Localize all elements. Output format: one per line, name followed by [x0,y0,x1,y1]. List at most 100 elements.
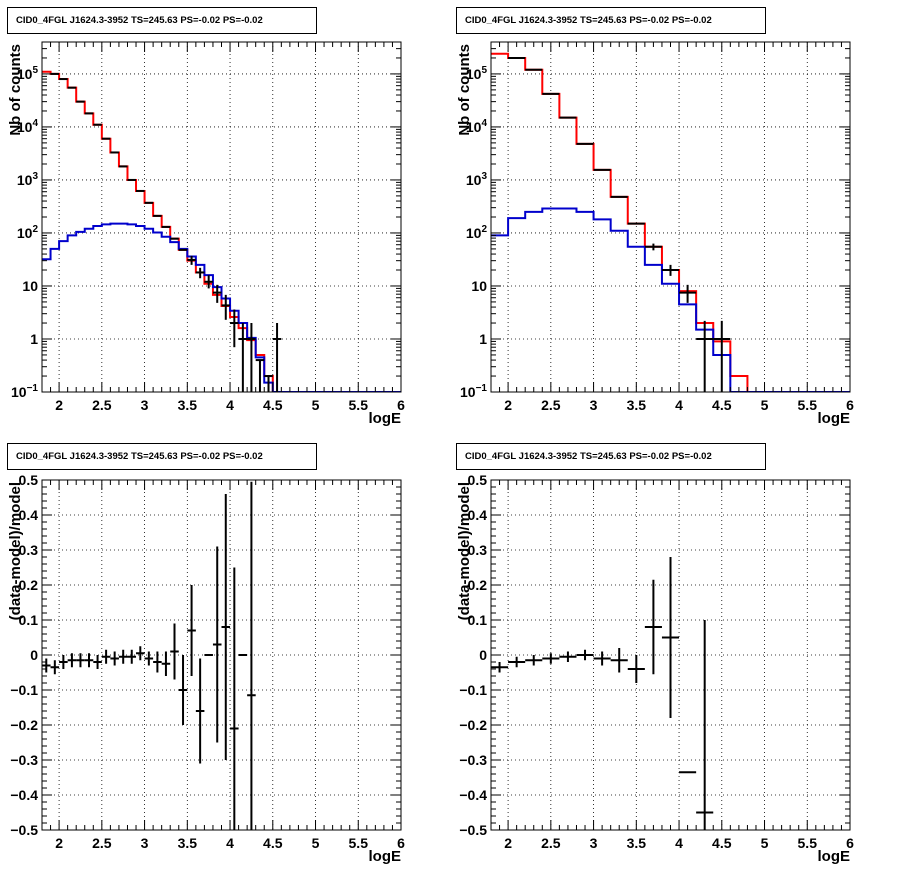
data-point [42,658,51,673]
data-point [212,284,222,303]
y-tick-label: 102 [466,224,488,241]
panel-title-bottom-left: CID0_4FGL J1624.3-3952 TS=245.63 PS=-0.0… [7,443,317,470]
data-point [491,662,509,673]
x-tick-label: 2.5 [92,397,112,413]
data-point [170,623,179,680]
x-tick-label: 5 [312,397,320,413]
x-tick-label: 5.5 [349,397,369,413]
panel-title-top-right: CID0_4FGL J1624.3-3952 TS=245.63 PS=-0.0… [456,7,766,34]
y-tick-label: 0.2 [468,577,488,593]
data-point [127,649,137,664]
plot-area [491,42,850,392]
x-tick-label: 6 [397,835,405,851]
y-tick-label: −0.4 [459,787,487,803]
data-point [679,284,697,303]
plot-area [42,480,401,830]
data-point [644,243,662,251]
x-tick-label: 3.5 [178,397,198,413]
data-point [593,651,611,666]
data-point [153,651,162,673]
data-point [264,375,273,392]
data-point [212,546,222,743]
x-tick-label: 2 [504,397,512,413]
data-point [144,651,154,666]
y-tick-label: 1 [479,331,487,347]
x-tick-label: 2 [55,835,63,851]
y-tick-label: 103 [17,171,39,188]
y-tick-label: 103 [466,171,488,188]
y-tick-label: 0 [30,647,38,663]
panel-title-top-left: CID0_4FGL J1624.3-3952 TS=245.63 PS=-0.0… [7,7,317,34]
x-tick-label: 3 [141,835,149,851]
data-point [230,309,239,348]
x-tick-label: 4 [226,397,234,413]
data-point [661,557,680,718]
y-axis-label: Nb of counts [456,44,473,136]
data-point [255,359,265,392]
data-point [272,323,282,392]
data-point [187,255,196,265]
data-point [76,653,85,668]
y-tick-label: 104 [466,118,488,135]
data-point [247,481,256,830]
x-tick-label: 3 [590,835,598,851]
x-axis-label: logE [818,410,851,427]
y-tick-label: 104 [17,118,39,135]
data-point [661,264,680,276]
x-tick-label: 2 [504,835,512,851]
data-point [187,585,196,676]
y-tick-label: 10−1 [460,383,487,400]
x-tick-label: 5 [761,835,769,851]
x-tick-label: 4.5 [263,835,283,851]
x-tick-label: 3 [590,397,598,413]
series-line-model-source [42,222,401,392]
y-tick-label: 10 [471,278,487,294]
y-tick-label: 0.2 [19,577,39,593]
y-axis-label: (data-model)/model [7,482,24,620]
data-point [195,267,205,279]
panel-title-bottom-right: CID0_4FGL J1624.3-3952 TS=245.63 PS=-0.0… [456,443,766,470]
data-point [118,649,128,664]
data-point [508,656,526,668]
y-tick-label: −0.5 [459,822,487,838]
y-tick-label: 0.4 [19,507,39,523]
y-axis-label: Nb of counts [7,44,24,136]
x-tick-label: 6 [846,397,854,413]
x-tick-label: 6 [397,397,405,413]
y-tick-label: 105 [466,65,488,82]
data-point [238,323,248,392]
data-point [696,620,714,830]
data-point [644,579,662,675]
data-point [50,660,60,675]
plot-area [42,42,401,392]
data-point [59,655,68,669]
x-tick-label: 3.5 [627,835,647,851]
data-point [542,653,560,664]
x-tick-label: 2.5 [92,835,112,851]
x-tick-label: 4.5 [712,835,732,851]
x-tick-label: 3.5 [178,835,198,851]
y-tick-label: −0.2 [459,717,487,733]
y-tick-label: 0.4 [468,507,488,523]
y-tick-label: −0.1 [10,682,38,698]
x-tick-label: 4 [226,835,234,851]
data-point [101,649,111,664]
data-point [610,648,628,673]
data-point [713,320,731,392]
x-tick-label: 4.5 [263,397,283,413]
data-point [204,275,213,289]
x-tick-label: 6 [846,835,854,851]
data-point [110,651,119,666]
x-tick-label: 5 [312,835,320,851]
y-tick-label: −0.5 [10,822,38,838]
x-axis-label: logE [818,848,851,865]
y-axis-label: (data-model)/model [456,482,473,620]
x-axis-label: logE [369,848,402,865]
y-tick-label: −0.4 [10,787,38,803]
y-tick-label: −0.3 [459,752,487,768]
y-tick-label: 0.5 [468,472,488,488]
x-tick-label: 5 [761,397,769,413]
